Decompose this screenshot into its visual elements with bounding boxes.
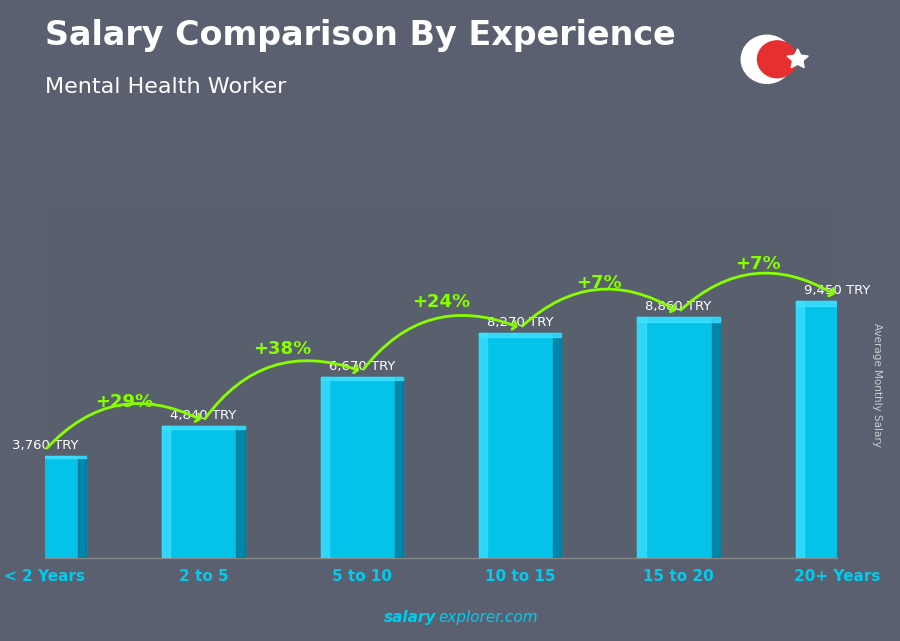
Bar (637, 317, 720, 322)
Text: +29%: +29% (95, 393, 153, 411)
Bar (320, 377, 328, 558)
Bar (4, 456, 12, 558)
Text: +38%: +38% (254, 340, 311, 358)
Bar (237, 426, 245, 558)
Bar (796, 301, 804, 558)
Text: explorer.com: explorer.com (438, 610, 538, 625)
Bar (479, 333, 562, 337)
Text: 8,270 TRY: 8,270 TRY (487, 316, 554, 329)
Bar (4, 456, 86, 558)
Bar (162, 426, 245, 558)
Bar (320, 377, 403, 380)
Polygon shape (788, 49, 808, 68)
Bar (796, 301, 878, 558)
Bar (320, 377, 403, 558)
Text: 4,840 TRY: 4,840 TRY (170, 410, 237, 422)
Bar (796, 301, 878, 306)
Bar (870, 301, 878, 558)
Text: salary: salary (384, 610, 436, 625)
Bar (479, 333, 487, 558)
Bar (4, 456, 86, 458)
Bar (712, 317, 720, 558)
Bar (637, 317, 645, 558)
Text: +7%: +7% (735, 255, 780, 273)
Bar (162, 426, 245, 429)
Bar (637, 317, 720, 558)
Circle shape (758, 41, 796, 78)
Text: 9,450 TRY: 9,450 TRY (804, 285, 870, 297)
Text: +7%: +7% (577, 274, 622, 292)
Bar (554, 333, 562, 558)
Text: Salary Comparison By Experience: Salary Comparison By Experience (45, 19, 676, 52)
Bar (395, 377, 403, 558)
Bar (78, 456, 86, 558)
Text: Average Monthly Salary: Average Monthly Salary (872, 322, 883, 447)
Text: Mental Health Worker: Mental Health Worker (45, 77, 286, 97)
Bar (479, 333, 562, 558)
Text: 3,760 TRY: 3,760 TRY (12, 438, 78, 452)
Text: +24%: +24% (412, 294, 470, 312)
Text: 6,670 TRY: 6,670 TRY (328, 360, 395, 372)
Circle shape (742, 35, 793, 83)
Text: 8,860 TRY: 8,860 TRY (645, 301, 712, 313)
Bar (162, 426, 170, 558)
